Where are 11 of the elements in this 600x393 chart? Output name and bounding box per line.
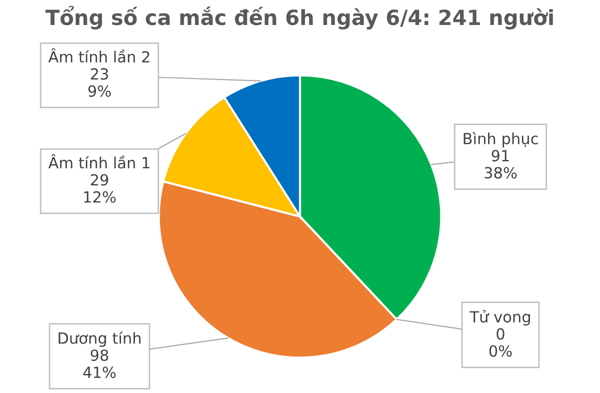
slice-label: Âm tính lần 2: [48, 48, 150, 63]
legend-label: Tử vong: [470, 310, 530, 326]
slice-label: Âm tính lần 1: [48, 154, 150, 169]
data-label: 29 12%: [84, 174, 116, 203]
data-label: 23 9%: [88, 68, 111, 97]
slice-label: Dương tính: [58, 331, 141, 347]
slice-label: Bình phục: [464, 132, 538, 148]
data-label: 91 38%: [484, 150, 517, 179]
data-label: 98 41%: [83, 349, 116, 378]
text: 0 0%: [489, 328, 512, 357]
chart-title: Tổng số ca mắc đến 6h ngày 6/4: 241 người: [46, 6, 553, 30]
